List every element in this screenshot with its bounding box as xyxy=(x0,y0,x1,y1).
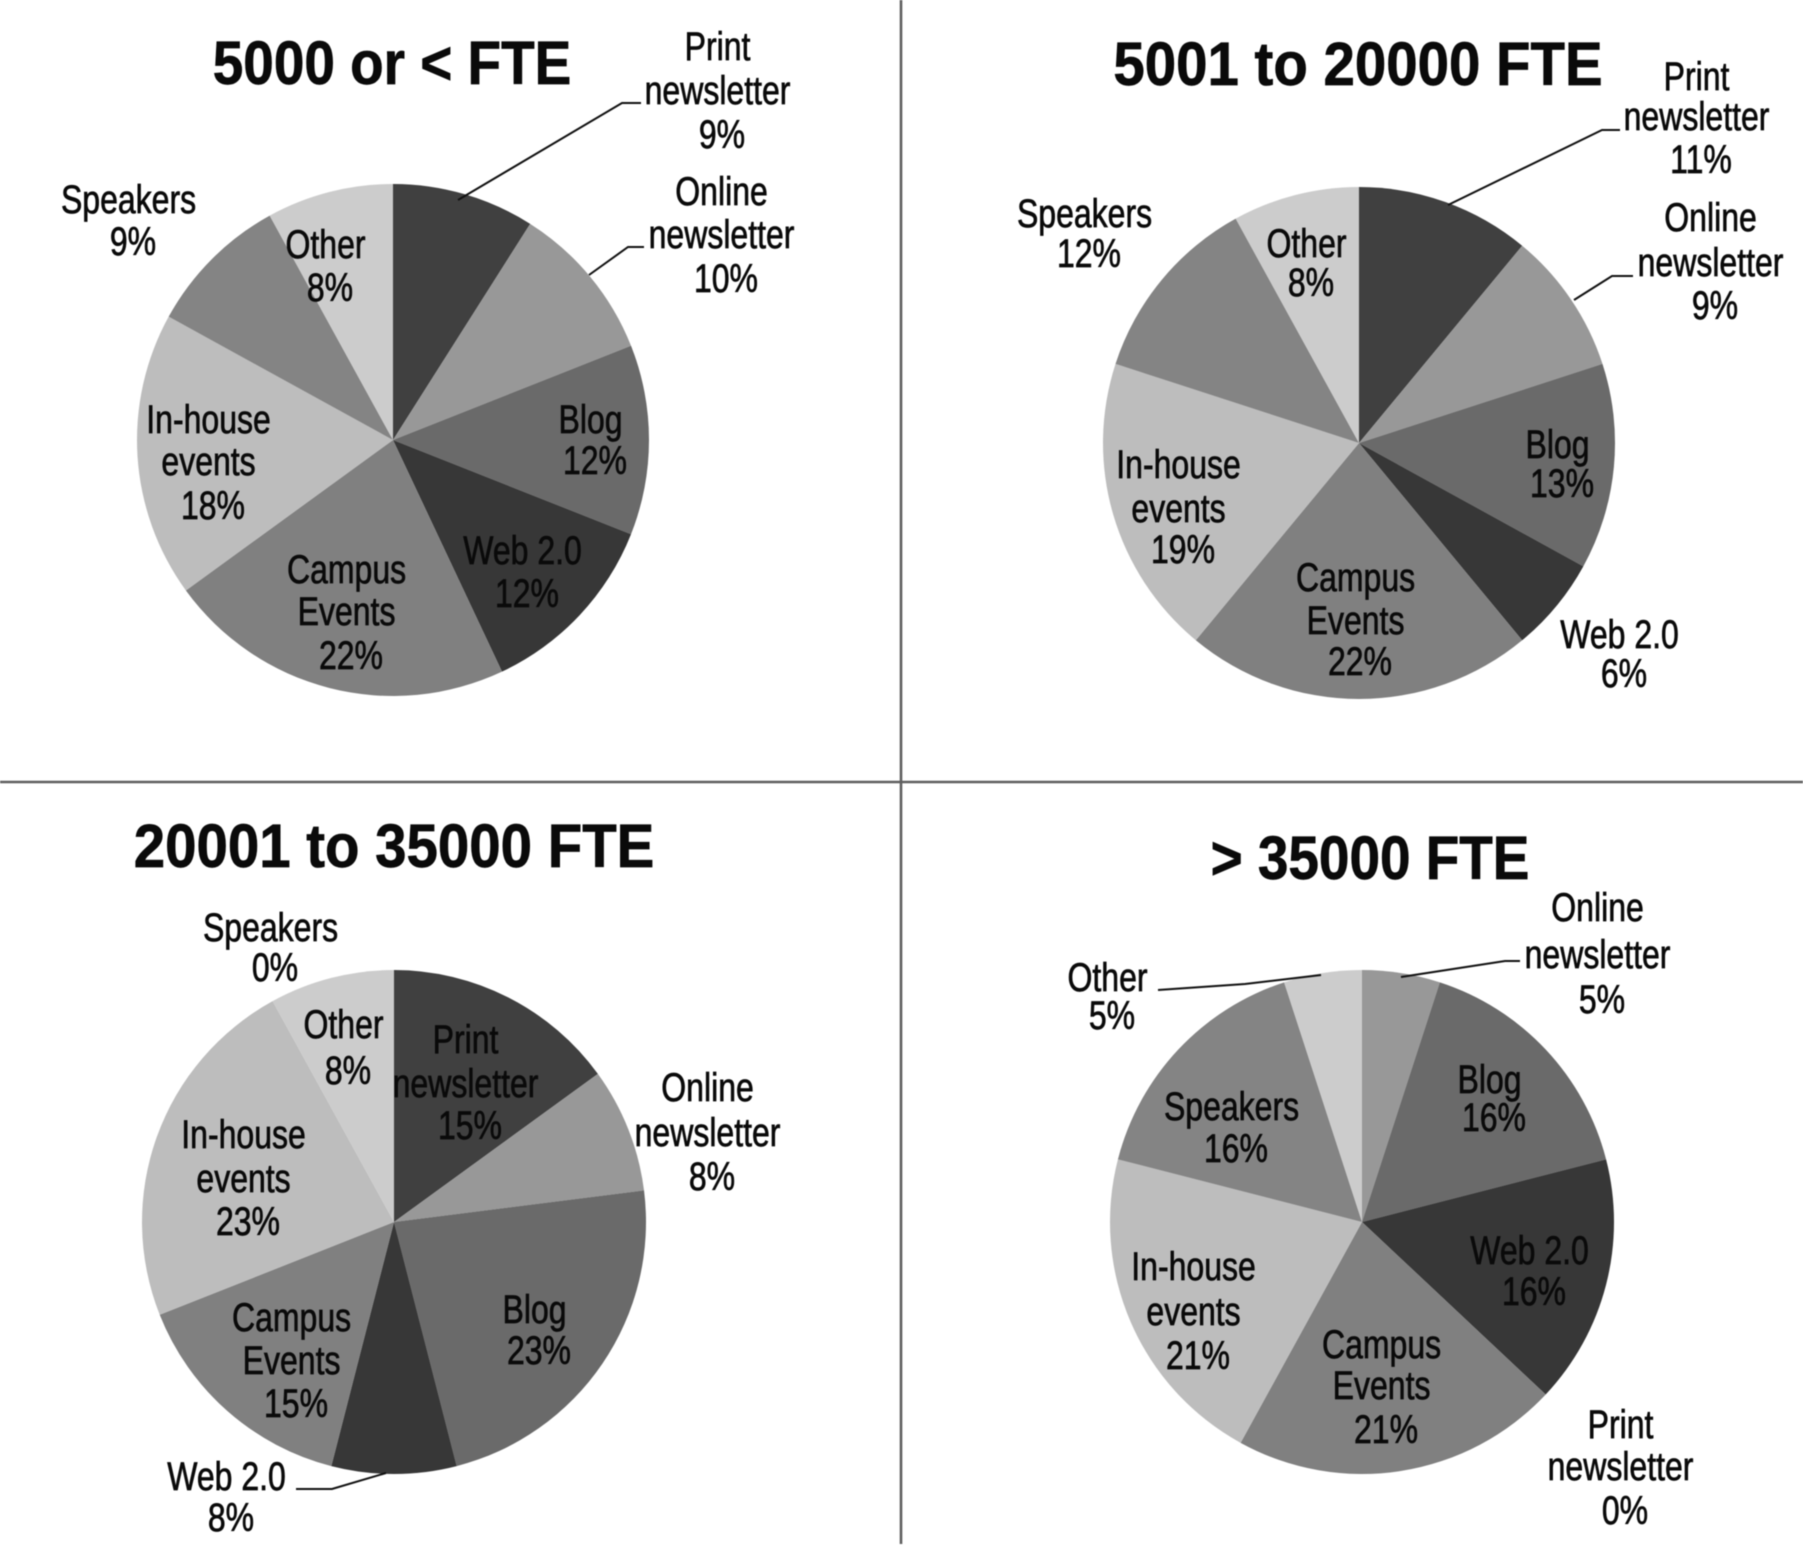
svg-text:In-house events 18%: In-house events 18% xyxy=(146,397,279,528)
svg-text:Other 8%: Other 8% xyxy=(304,1002,393,1093)
svg-text:Online newsletter 10%: Online newsletter 10% xyxy=(649,169,804,301)
svg-text:Print newsletter 9%: Print newsletter 9% xyxy=(645,24,800,157)
svg-text:5001 to 20000 FTE: 5001 to 20000 FTE xyxy=(1113,31,1602,98)
svg-text:5000 or < FTE: 5000 or < FTE xyxy=(213,29,571,97)
svg-text:Campus Events 15%: Campus Events 15% xyxy=(232,1295,360,1426)
svg-text:In-house events 19%: In-house events 19% xyxy=(1116,442,1249,572)
svg-text:Speakers 16%: Speakers 16% xyxy=(1164,1084,1308,1171)
svg-text:In-house events 21%: In-house events 21% xyxy=(1131,1244,1264,1378)
svg-text:Online newsletter 8%: Online newsletter 8% xyxy=(635,1065,790,1199)
svg-text:Print newsletter 0%: Print newsletter 0% xyxy=(1548,1402,1703,1533)
svg-text:Online newsletter 9%: Online newsletter 9% xyxy=(1638,195,1793,328)
svg-text:Speakers 0%: Speakers 0% xyxy=(203,905,347,990)
svg-text:Blog 23%: Blog 23% xyxy=(503,1287,576,1373)
svg-text:Online newsletter 5%: Online newsletter 5% xyxy=(1525,885,1680,1022)
svg-text:Speakers 12%: Speakers 12% xyxy=(1017,191,1161,276)
svg-text:> 35000 FTE: > 35000 FTE xyxy=(1211,824,1530,892)
svg-text:Campus Events 21%: Campus Events 21% xyxy=(1322,1322,1450,1452)
svg-text:Other 8%: Other 8% xyxy=(1267,221,1356,305)
svg-text:Blog 16%: Blog 16% xyxy=(1458,1057,1531,1140)
svg-text:Campus Events 22%: Campus Events 22% xyxy=(287,547,415,678)
svg-text:Blog 13%: Blog 13% xyxy=(1526,422,1599,506)
svg-text:Web 2.0 16%: Web 2.0 16% xyxy=(1470,1228,1597,1314)
svg-text:Web 2.0 12%: Web 2.0 12% xyxy=(463,528,590,616)
svg-text:Blog 12%: Blog 12% xyxy=(559,397,632,483)
svg-text:Speakers 9%: Speakers 9% xyxy=(61,177,205,264)
svg-text:20001 to 35000 FTE: 20001 to 35000 FTE xyxy=(134,813,655,880)
svg-text:Print newsletter 15%: Print newsletter 15% xyxy=(393,1017,548,1148)
svg-text:Other 8%: Other 8% xyxy=(286,222,375,310)
svg-text:Campus Events 22%: Campus Events 22% xyxy=(1296,555,1424,684)
svg-text:Print newsletter 11%: Print newsletter 11% xyxy=(1624,54,1779,182)
svg-text:Web 2.0 6%: Web 2.0 6% xyxy=(1560,612,1687,696)
svg-text:Other 5%: Other 5% xyxy=(1068,955,1157,1038)
svg-text:In-house events 23%: In-house events 23% xyxy=(181,1112,314,1244)
svg-text:Web 2.0 8%: Web 2.0 8% xyxy=(167,1454,294,1540)
